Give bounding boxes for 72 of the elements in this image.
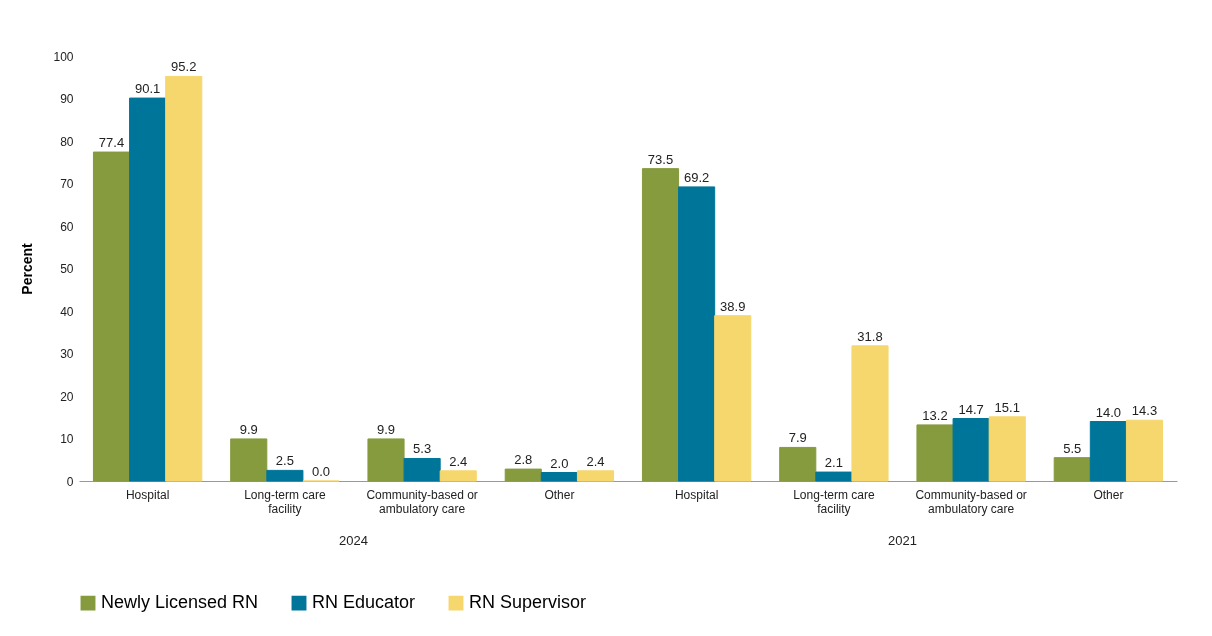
- y-tick-label: 50: [60, 262, 74, 276]
- data-label: 2.1: [824, 455, 843, 471]
- bar: [504, 468, 542, 482]
- text: 2024: [339, 533, 368, 548]
- bar: [230, 438, 268, 482]
- y-tick-label: 80: [60, 134, 74, 149]
- data-label: 31.8: [857, 328, 883, 344]
- text: 2021: [888, 533, 917, 548]
- bar: [367, 438, 405, 482]
- data-label: 9.9: [239, 421, 258, 437]
- x-tick-label: Long-term care facility: [793, 487, 875, 516]
- data-label: 7.9: [788, 430, 807, 446]
- data-label: 2.4: [449, 453, 468, 469]
- x-tick-label: Hospital: [674, 487, 719, 502]
- bar: [165, 75, 203, 482]
- y-tick-label: 100: [53, 49, 74, 64]
- bar: [641, 168, 680, 482]
- data-label: 9.9: [376, 421, 396, 437]
- y-tick-label: 40: [60, 304, 74, 319]
- data-label: 2.4: [586, 453, 605, 469]
- bar: [916, 424, 954, 482]
- bar: [92, 151, 131, 482]
- y-tick-label: 10: [60, 432, 74, 446]
- bar: [988, 416, 1026, 482]
- data-label: 14.0: [1095, 404, 1122, 420]
- bar: [779, 446, 817, 482]
- y-tick-label: 90: [60, 92, 74, 106]
- bar: [439, 470, 477, 482]
- bar: [714, 315, 752, 482]
- data-label: 5.3: [413, 441, 432, 457]
- data-label: 0.0: [311, 464, 331, 479]
- data-label: 5.5: [1063, 440, 1082, 456]
- legend-label: Newly Licensed RN: [101, 592, 259, 613]
- bar: [266, 469, 304, 482]
- bar: [678, 186, 716, 482]
- bar: [1125, 419, 1164, 482]
- x-tick-label: Hospital: [125, 487, 170, 502]
- data-label: 2.8: [514, 452, 533, 468]
- bar: [576, 470, 615, 482]
- data-label: 14.3: [1131, 403, 1158, 419]
- data-label: 95.2: [171, 59, 197, 75]
- data-label: 73.5: [647, 151, 674, 167]
- x-tick-label: Long-term care facility: [244, 487, 326, 516]
- data-label: 77.4: [98, 135, 125, 151]
- x-tick-label: Other: [544, 487, 575, 502]
- data-label: 13.2: [922, 407, 948, 423]
- bar: [129, 97, 167, 482]
- bar: [851, 345, 889, 482]
- data-label: 90.1: [134, 81, 161, 97]
- x-tick-label: Community-based or ambulatory care: [366, 487, 478, 516]
- legend-label: RN Supervisor: [469, 592, 587, 613]
- x-tick-label: Community-based or ambulatory care: [915, 487, 1027, 516]
- y-tick-label: 20: [60, 389, 74, 404]
- data-label: 14.7: [958, 401, 984, 417]
- data-label: 2.5: [275, 453, 294, 469]
- bar: [1089, 421, 1127, 482]
- bar: [952, 418, 990, 482]
- data-label: 2.0: [550, 455, 569, 471]
- bar: [540, 472, 578, 482]
- data-label: 15.1: [994, 399, 1020, 415]
- y-tick-label: 30: [60, 347, 74, 361]
- legend-label: RN Educator: [312, 592, 416, 613]
- y-tick-label: 70: [60, 177, 74, 191]
- x-tick-label: Other: [1093, 487, 1124, 502]
- y-tick-label: 0: [66, 474, 74, 489]
- bar: [403, 457, 441, 482]
- data-label: 38.9: [720, 298, 746, 314]
- y-tick-label: 60: [60, 219, 74, 234]
- data-label: 69.2: [683, 169, 710, 185]
- y-axis-title: Percent: [19, 242, 36, 295]
- bar: [815, 471, 853, 482]
- bar: [1053, 457, 1091, 482]
